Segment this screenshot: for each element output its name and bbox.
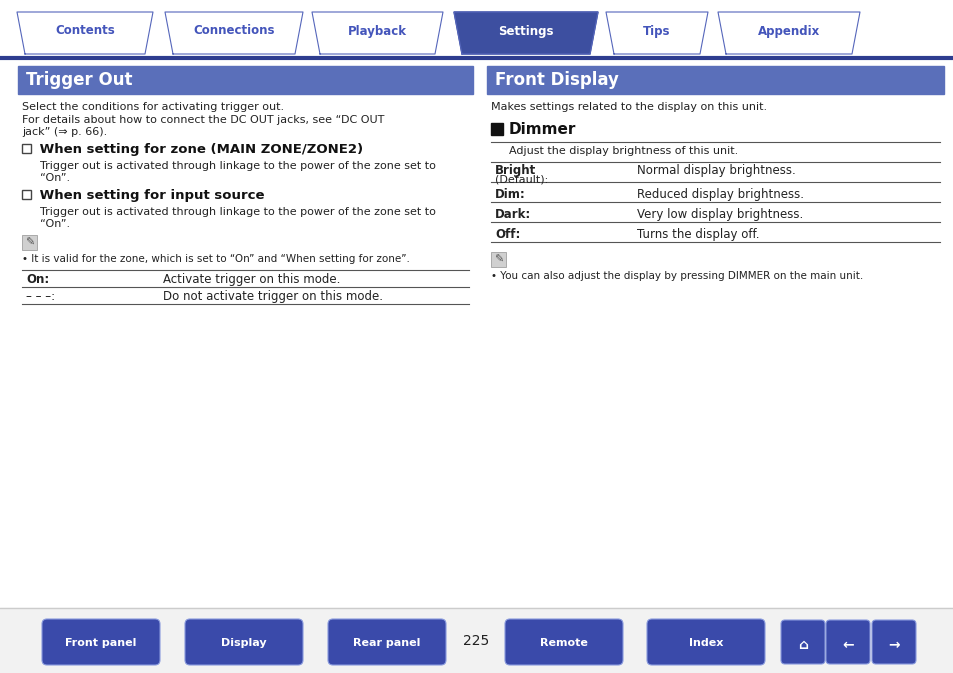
Text: – – –:: – – –: [26, 290, 55, 303]
Text: Select the conditions for activating trigger out.: Select the conditions for activating tri… [22, 102, 284, 112]
Text: Contents: Contents [55, 24, 114, 38]
Text: On:: On: [26, 273, 50, 286]
Text: Bright: Bright [495, 164, 536, 177]
Text: Connections: Connections [193, 24, 274, 38]
Text: Activate trigger on this mode.: Activate trigger on this mode. [163, 273, 340, 286]
Polygon shape [605, 12, 707, 54]
Bar [486, 66, 943, 94]
Bar [491, 252, 505, 267]
Bar [22, 235, 37, 250]
Text: “On”.: “On”. [40, 219, 71, 229]
Text: Very low display brightness.: Very low display brightness. [637, 208, 802, 221]
Text: Rear panel: Rear panel [353, 638, 420, 648]
Bar [0, 608, 953, 673]
Polygon shape [17, 12, 152, 54]
Text: Dimmer: Dimmer [509, 122, 576, 137]
Text: 225: 225 [462, 634, 489, 648]
Text: Do not activate trigger on this mode.: Do not activate trigger on this mode. [163, 290, 382, 303]
Text: Trigger out is activated through linkage to the power of the zone set to: Trigger out is activated through linkage… [40, 161, 436, 171]
Text: Normal display brightness.: Normal display brightness. [637, 164, 795, 177]
Text: Settings: Settings [497, 24, 553, 38]
Text: For details about how to connect the DC OUT jacks, see “DC OUT: For details about how to connect the DC … [22, 115, 384, 125]
Bar [491, 123, 502, 135]
Text: Adjust the display brightness of this unit.: Adjust the display brightness of this un… [509, 146, 738, 156]
FancyBboxPatch shape [646, 619, 764, 665]
Text: Front Display: Front Display [495, 71, 618, 89]
FancyBboxPatch shape [185, 619, 303, 665]
Polygon shape [718, 12, 859, 54]
Text: (Default):: (Default): [495, 174, 548, 184]
Text: Makes settings related to the display on this unit.: Makes settings related to the display on… [491, 102, 766, 112]
Polygon shape [312, 12, 442, 54]
Text: Dim:: Dim: [495, 188, 525, 201]
Text: ✎: ✎ [25, 238, 34, 248]
Bar [22, 190, 30, 199]
FancyBboxPatch shape [42, 619, 160, 665]
Text: When setting for zone (MAIN ZONE/ZONE2): When setting for zone (MAIN ZONE/ZONE2) [35, 143, 363, 156]
Text: Trigger Out: Trigger Out [26, 71, 132, 89]
FancyBboxPatch shape [504, 619, 622, 665]
Text: Dark:: Dark: [495, 208, 531, 221]
Text: • You can also adjust the display by pressing DIMMER on the main unit.: • You can also adjust the display by pre… [491, 271, 862, 281]
Text: Appendix: Appendix [757, 24, 820, 38]
FancyBboxPatch shape [781, 620, 824, 664]
Text: →: → [887, 638, 899, 652]
Text: Display: Display [221, 638, 267, 648]
FancyBboxPatch shape [871, 620, 915, 664]
Text: “On”.: “On”. [40, 173, 71, 183]
Polygon shape [165, 12, 303, 54]
Text: Front panel: Front panel [65, 638, 136, 648]
Text: Index: Index [688, 638, 722, 648]
Text: Playback: Playback [348, 24, 407, 38]
Text: • It is valid for the zone, which is set to “On” and “When setting for zone”.: • It is valid for the zone, which is set… [22, 254, 410, 264]
Text: Turns the display off.: Turns the display off. [637, 228, 759, 241]
Bar [18, 66, 473, 94]
Bar [22, 144, 30, 153]
Polygon shape [454, 12, 598, 54]
FancyBboxPatch shape [825, 620, 869, 664]
Text: Trigger out is activated through linkage to the power of the zone set to: Trigger out is activated through linkage… [40, 207, 436, 217]
Text: When setting for input source: When setting for input source [35, 189, 264, 202]
Text: ←: ← [841, 638, 853, 652]
Text: Tips: Tips [642, 24, 670, 38]
Text: Reduced display brightness.: Reduced display brightness. [637, 188, 803, 201]
Text: ⌂: ⌂ [798, 638, 807, 652]
Text: ✎: ✎ [494, 254, 502, 264]
FancyBboxPatch shape [328, 619, 446, 665]
Text: Off:: Off: [495, 228, 519, 241]
Text: Remote: Remote [539, 638, 587, 648]
Text: jack” (⇒ p. 66).: jack” (⇒ p. 66). [22, 127, 107, 137]
